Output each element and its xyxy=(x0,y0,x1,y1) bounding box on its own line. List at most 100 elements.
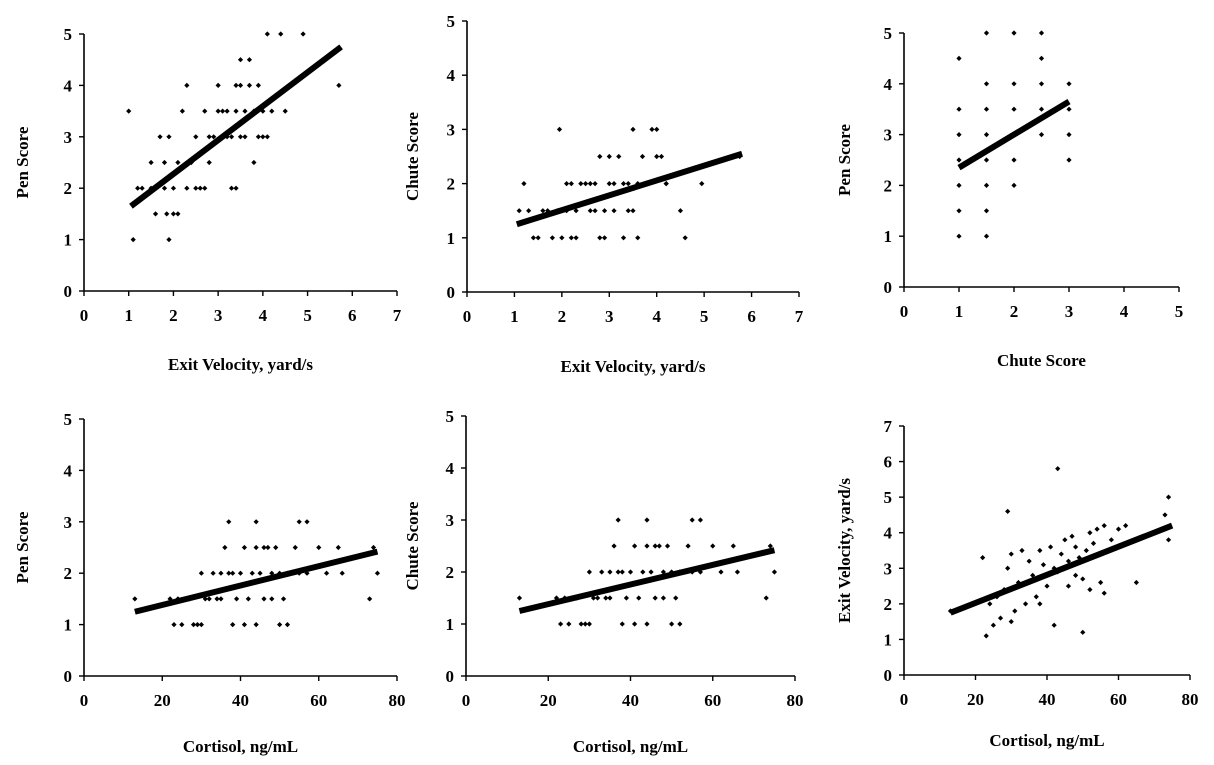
data-point xyxy=(198,622,204,628)
data-point xyxy=(233,185,239,191)
x-tick-label: 60 xyxy=(1110,690,1127,709)
data-point xyxy=(607,595,613,601)
data-point xyxy=(682,235,688,241)
x-tick-label: 4 xyxy=(1120,302,1129,321)
data-point xyxy=(202,108,208,114)
data-point xyxy=(1055,466,1061,472)
data-point xyxy=(540,208,546,214)
y-tick-label: 0 xyxy=(64,667,73,686)
data-point xyxy=(677,208,684,214)
x-tick-label: 3 xyxy=(605,307,614,326)
data-point xyxy=(983,157,990,163)
data-point xyxy=(619,569,625,575)
y-tick-label: 3 xyxy=(64,513,73,532)
y-axis-title: Pen Score xyxy=(13,511,32,583)
data-point xyxy=(170,185,177,191)
chart-panel-2: 0 1 2 3 4 5 0 1 2 3 4 5 6 7 Exit Velocity, yard/s Chute… xyxy=(403,12,804,376)
data-point xyxy=(230,622,236,628)
data-point xyxy=(636,595,642,601)
x-tick-label: 6 xyxy=(747,307,756,326)
data-point xyxy=(611,208,617,214)
data-point xyxy=(152,211,159,217)
data-point xyxy=(1005,565,1011,571)
data-point xyxy=(161,159,168,166)
data-point xyxy=(615,517,621,523)
data-point xyxy=(997,615,1004,621)
data-point xyxy=(697,517,704,523)
x-tick-label: 7 xyxy=(795,307,804,326)
x-tick-label: 40 xyxy=(1039,690,1056,709)
y-tick-label: 1 xyxy=(884,227,893,246)
data-point xyxy=(619,621,625,627)
data-point xyxy=(175,211,181,217)
data-point xyxy=(175,159,181,166)
data-point xyxy=(664,543,671,549)
data-point xyxy=(300,31,306,37)
data-point xyxy=(526,208,532,214)
data-point xyxy=(1062,537,1068,543)
data-point xyxy=(261,596,267,602)
data-point xyxy=(304,570,310,576)
data-point xyxy=(578,621,584,627)
data-point xyxy=(214,596,220,602)
data-point xyxy=(1108,537,1114,543)
data-point xyxy=(956,208,962,214)
data-point xyxy=(983,132,990,138)
x-tick-label: 60 xyxy=(310,691,327,710)
data-point xyxy=(956,182,962,188)
data-point xyxy=(132,596,138,602)
x-tick-label: 80 xyxy=(389,691,406,710)
data-point xyxy=(1094,526,1100,532)
data-point xyxy=(673,595,679,601)
data-point xyxy=(246,82,253,88)
data-point xyxy=(336,82,342,88)
data-point xyxy=(218,596,224,602)
y-tick-label: 3 xyxy=(884,126,893,145)
data-point xyxy=(296,519,302,525)
data-point xyxy=(582,621,588,627)
y-tick-label: 6 xyxy=(884,453,893,472)
data-point xyxy=(265,544,271,551)
data-point xyxy=(611,181,617,187)
data-point xyxy=(564,181,570,187)
data-point xyxy=(242,108,248,114)
data-point xyxy=(292,544,298,551)
data-point xyxy=(1065,583,1072,589)
y-tick-label: 3 xyxy=(446,511,455,530)
x-tick-label: 4 xyxy=(259,306,268,325)
data-point xyxy=(179,622,185,628)
data-point xyxy=(983,106,990,112)
data-point xyxy=(1101,590,1107,596)
data-point xyxy=(228,185,235,191)
data-point xyxy=(983,30,990,36)
data-point xyxy=(1073,572,1079,578)
data-point xyxy=(654,126,660,132)
y-tick-label: 1 xyxy=(446,615,455,634)
y-tick-label: 3 xyxy=(64,128,73,147)
data-point xyxy=(677,621,683,627)
y-tick-label: 4 xyxy=(64,76,73,95)
data-point xyxy=(611,543,617,549)
data-point xyxy=(273,544,279,551)
data-point xyxy=(516,208,522,214)
y-tick-label: 3 xyxy=(884,559,893,578)
data-point xyxy=(166,237,172,243)
data-point xyxy=(1090,540,1097,546)
data-point xyxy=(630,208,636,214)
data-point xyxy=(956,55,962,61)
data-point xyxy=(253,544,259,551)
y-tick-label: 0 xyxy=(884,666,893,685)
y-tick-label: 2 xyxy=(64,564,73,583)
x-tick-label: 3 xyxy=(1065,302,1074,321)
data-point xyxy=(1005,508,1011,514)
trend-line xyxy=(129,44,343,209)
data-point xyxy=(648,569,654,575)
data-point xyxy=(595,595,601,601)
data-point xyxy=(652,595,658,601)
data-point xyxy=(264,134,270,140)
data-point xyxy=(699,181,705,187)
data-point xyxy=(269,570,275,576)
data-point xyxy=(553,595,560,601)
